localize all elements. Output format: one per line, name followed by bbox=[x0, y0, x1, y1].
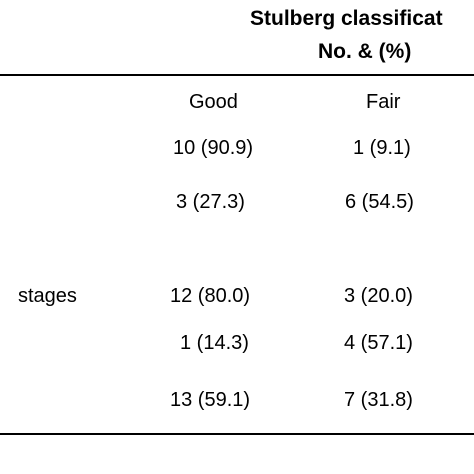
cell-fair: 4 (57.1) bbox=[344, 332, 413, 354]
cell-good: 1 (14.3) bbox=[180, 332, 249, 354]
cell-good: 10 (90.9) bbox=[173, 137, 254, 159]
cell-fair: 1 (9.1) bbox=[353, 137, 411, 159]
bottom-rule bbox=[0, 433, 474, 435]
cell-fair: 6 (54.5) bbox=[345, 191, 414, 213]
cell-fair: 3 (20.0) bbox=[344, 285, 413, 307]
cell-good: 13 (59.1) bbox=[170, 389, 251, 411]
table-header-title: Stulberg classificat bbox=[250, 7, 443, 30]
header-rule bbox=[0, 74, 474, 76]
column-header-good: Good bbox=[189, 91, 238, 113]
cell-good: 12 (80.0) bbox=[170, 285, 251, 307]
cell-fair: 7 (31.8) bbox=[344, 389, 413, 411]
table-header-subtitle: No. & (%) bbox=[318, 40, 412, 63]
row-label: stages bbox=[18, 285, 77, 307]
column-header-fair: Fair bbox=[366, 91, 401, 113]
cell-good: 3 (27.3) bbox=[176, 191, 245, 213]
